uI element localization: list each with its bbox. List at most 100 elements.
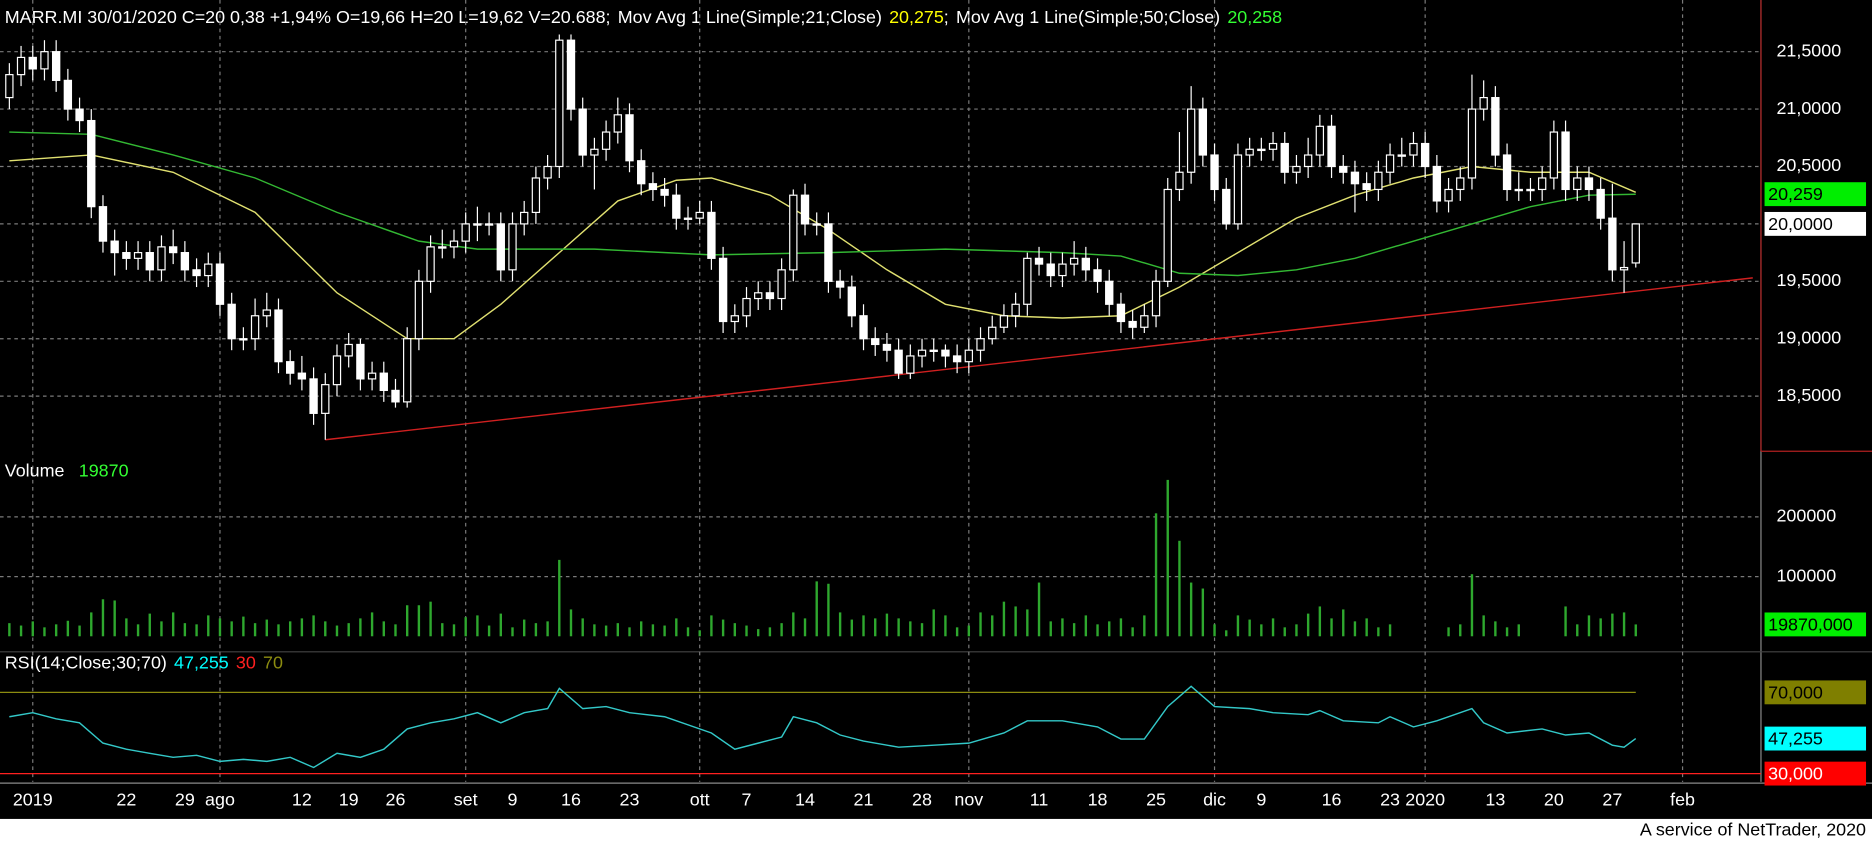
candle-body [859, 315, 868, 340]
candle-body [344, 343, 353, 357]
volume-bar [780, 623, 783, 637]
candle-body [871, 338, 880, 346]
candle-body [1339, 165, 1348, 173]
x-tick-label: 25 [1146, 790, 1166, 810]
rsi-line [9, 685, 1637, 769]
volume-bar [979, 612, 982, 637]
candle-body [964, 349, 974, 363]
volume-bar [991, 615, 994, 637]
footer: A service of NetTrader, 2020 [1640, 820, 1866, 840]
candle-body [250, 315, 260, 340]
candle-body [1619, 266, 1629, 271]
volume-bar [967, 625, 971, 637]
volume-bar [382, 621, 385, 637]
volume-bar [464, 617, 467, 637]
volume-bar [1166, 479, 1169, 637]
volume-bar [581, 618, 584, 637]
volume-bar [675, 618, 678, 637]
candle-body [145, 252, 154, 271]
value-tag-label: 47,255 [1768, 728, 1823, 748]
volume-bar [640, 621, 643, 637]
x-tick-label: 2019 [13, 790, 53, 810]
candle-body [1315, 125, 1325, 156]
candle-body [1608, 217, 1617, 271]
legend-separator: ; [606, 7, 611, 27]
candle-body [1432, 165, 1442, 202]
candle-body [1233, 154, 1243, 225]
candle-body [414, 280, 424, 340]
candle-body [1093, 269, 1102, 282]
volume-bar [1342, 609, 1345, 637]
candle-body [578, 108, 587, 156]
volume-bar [1599, 618, 1602, 637]
volume-bar [1201, 588, 1205, 637]
volume-bar [721, 619, 725, 637]
volume-bar [148, 613, 151, 637]
x-tick-label: ago [205, 790, 235, 810]
y-tick-label: 21,0000 [1776, 98, 1841, 118]
rsi-title: RSI(14;Close;30;70) [5, 652, 167, 672]
candle-body [824, 223, 833, 282]
volume-title: Volume [5, 460, 65, 480]
volume-bar [1576, 624, 1579, 637]
value-tag-label: 30,000 [1768, 764, 1823, 784]
volume-bar [944, 615, 947, 637]
volume-bar [1611, 613, 1614, 637]
candle-body [695, 211, 704, 219]
candle-body [40, 51, 49, 70]
candle-body [765, 292, 775, 300]
x-tick-label: 26 [386, 790, 406, 810]
x-tick-label: 2020 [1405, 790, 1445, 810]
legend-separator: ; [944, 7, 949, 27]
candle-body [894, 349, 903, 374]
volume-bar [663, 625, 666, 637]
candle-body [1514, 188, 1523, 192]
candle-body [1444, 188, 1453, 202]
candle-body [1374, 171, 1383, 191]
volume-bar [1049, 621, 1052, 637]
volume-bar [1002, 601, 1006, 637]
candle-body [742, 297, 751, 317]
candle-body [1105, 280, 1114, 305]
candle-body [754, 292, 763, 300]
legend-value: 20,258 [1227, 7, 1282, 27]
value-tag [1764, 182, 1867, 207]
candle-body [1175, 171, 1184, 191]
candle-body [239, 338, 248, 341]
volume-bar [54, 624, 58, 637]
volume-bar [534, 623, 538, 637]
candle-body [590, 148, 599, 156]
candle-body [1327, 125, 1336, 168]
volume-bar [792, 612, 795, 637]
legend-value: 20,275 [889, 7, 944, 27]
volume-bar [277, 624, 280, 637]
x-tick-label: 9 [508, 790, 518, 810]
volume-bar [1365, 618, 1368, 637]
x-tick-label: dic [1203, 790, 1226, 810]
volume-bar [1505, 627, 1509, 637]
title: MARR.MI 30/01/2020 C=20 0,38 +1,94% O=19… [5, 7, 606, 27]
candle-body [941, 349, 950, 357]
candle-body [1303, 154, 1313, 168]
candle-body [1198, 108, 1208, 156]
volume-bar [932, 609, 935, 637]
candle-body [438, 246, 447, 249]
candle-body [1046, 263, 1055, 277]
y-tick-label: 21,5000 [1776, 40, 1841, 60]
x-tick-label: 9 [1256, 790, 1266, 810]
candle-body [835, 280, 845, 288]
candle-body [309, 378, 318, 414]
volume-bar [616, 623, 619, 637]
x-tick-label: nov [954, 790, 983, 810]
volume-bar [1283, 627, 1286, 637]
candle-body [473, 223, 482, 226]
candle-body [1467, 108, 1477, 179]
candle-body [812, 223, 821, 226]
x-tick-label: 16 [1322, 790, 1342, 810]
candle-body [227, 303, 236, 340]
volume-bar [733, 623, 737, 637]
candle-body [122, 252, 131, 259]
volume-bar [1026, 609, 1029, 637]
volume-bar [405, 605, 409, 637]
candle-body [1631, 223, 1640, 264]
